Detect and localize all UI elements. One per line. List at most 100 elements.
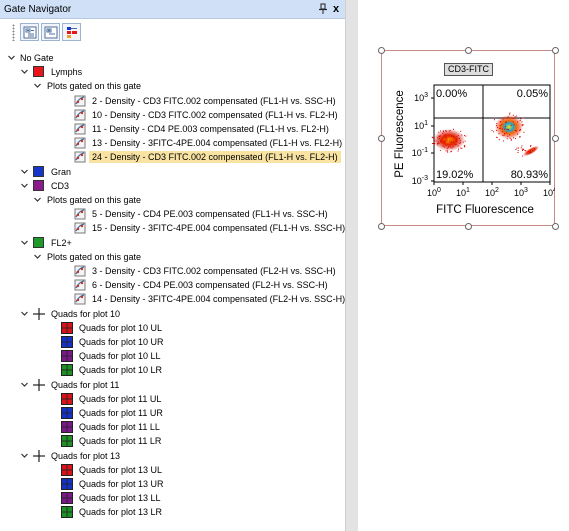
tree-item-no-gate[interactable]: No Gate	[0, 51, 345, 65]
chevron-down-icon[interactable]	[20, 167, 29, 176]
resize-handle-bottom-left[interactable]	[378, 223, 385, 230]
event-dot	[459, 140, 461, 142]
event-dot	[448, 145, 450, 147]
panel-splitter[interactable]	[345, 0, 358, 531]
event-dot	[437, 138, 439, 140]
event-dot	[451, 147, 453, 149]
tree-item-label: FL2+	[51, 237, 72, 248]
event-dot	[431, 143, 433, 144]
event-dot	[498, 139, 500, 141]
event-dot	[496, 137, 498, 138]
event-dot	[507, 135, 509, 137]
chevron-down-icon[interactable]	[7, 53, 16, 62]
density-plot-icon	[74, 208, 86, 220]
tree-item-plots-gated[interactable]: Plots gated on this gate	[0, 79, 345, 93]
tree-item-plot[interactable]: 11 - Density - CD4 PE.003 compensated (F…	[0, 122, 345, 136]
tree-item-label: Quads for plot 10 UR	[79, 337, 164, 347]
event-dot	[504, 133, 506, 134]
tree-item-plot[interactable]: 3 - Density - CD3 FITC.002 compensated (…	[0, 264, 345, 278]
quadrant-color-icon	[61, 350, 73, 363]
expand-tree-button[interactable]	[41, 23, 60, 41]
gate-color-gran	[33, 165, 44, 177]
tree-item-plot[interactable]: 15 - Density - 3FITC-4PE.004 compensated…	[0, 221, 345, 235]
event-dot	[445, 137, 447, 139]
tree-item-plot[interactable]: 13 - Density - 3FITC-4PE.004 compensated…	[0, 136, 345, 150]
resize-handle-bottom-right[interactable]	[552, 223, 559, 230]
gate-colors-icon	[67, 27, 77, 38]
tree-item-plots-gated[interactable]: Plots gated on this gate	[0, 193, 345, 207]
x-tick-label: 101	[456, 187, 470, 198]
tree-item-label: 3 - Density - CD3 FITC.002 compensated (…	[92, 266, 336, 276]
tree-item-quads[interactable]: Quads for plot 11	[0, 378, 345, 392]
tree-item-quadrant[interactable]: Quads for plot 13 UR	[0, 477, 345, 491]
expand-tree-icon	[44, 26, 58, 39]
event-dot	[494, 119, 495, 121]
tree-item-plot[interactable]: 2 - Density - CD3 FITC.002 compensated (…	[0, 94, 345, 108]
tree-item-label: 10 - Density - CD3 FITC.002 compensated …	[92, 109, 338, 120]
resize-handle-right[interactable]	[552, 135, 559, 142]
resize-handle-left[interactable]	[378, 135, 385, 142]
tree-item-quadrant[interactable]: Quads for plot 11 UR	[0, 406, 345, 420]
chevron-down-icon[interactable]	[20, 181, 29, 190]
tree-item-quadrant[interactable]: Quads for plot 13 LL	[0, 491, 345, 505]
tree-item-cd3[interactable]: CD3	[0, 179, 345, 193]
chevron-down-icon[interactable]	[20, 67, 29, 76]
chevron-down-icon[interactable]	[33, 81, 42, 90]
tree-item-quadrant[interactable]: Quads for plot 13 UL	[0, 463, 345, 477]
tree-item-quadrant[interactable]: Quads for plot 10 UR	[0, 335, 345, 349]
event-dot	[512, 121, 514, 123]
event-dot	[449, 130, 451, 132]
toolbar	[0, 20, 345, 46]
event-dot	[465, 135, 467, 137]
resize-handle-top-left[interactable]	[378, 47, 385, 54]
tree-item-plot[interactable]: 24 - Density - CD3 FITC.002 compensated …	[0, 150, 345, 164]
event-dot	[503, 140, 505, 142]
tree-item-label: Quads for plot 11	[51, 379, 120, 390]
tree-item-quadrant[interactable]: Quads for plot 10 LR	[0, 363, 345, 377]
pin-icon[interactable]	[318, 3, 328, 15]
quadrant-color-icon	[61, 364, 73, 377]
tree-item-plot[interactable]: 5 - Density - CD4 PE.003 compensated (FL…	[0, 207, 345, 221]
chevron-down-icon[interactable]	[33, 252, 42, 261]
tree-item-quadrant[interactable]: Quads for plot 11 LR	[0, 434, 345, 448]
tree-item-quadrant[interactable]: Quads for plot 10 LL	[0, 349, 345, 363]
tree-item-fl2[interactable]: FL2+	[0, 236, 345, 250]
tree-item-plot[interactable]: 6 - Density - CD4 PE.003 compensated (FL…	[0, 278, 345, 292]
resize-handle-top-right[interactable]	[552, 47, 559, 54]
toolbar-grip[interactable]	[12, 24, 15, 41]
tree-item-quadrant[interactable]: Quads for plot 13 LR	[0, 505, 345, 519]
tree-item-plot[interactable]: 14 - Density - 3FITC-4PE.004 compensated…	[0, 292, 345, 306]
event-dot	[500, 121, 502, 123]
event-dot	[512, 114, 514, 116]
event-dot	[532, 150, 533, 151]
resize-handle-bottom[interactable]	[465, 223, 472, 230]
event-dot	[464, 135, 465, 137]
event-dot	[517, 133, 518, 135]
quadrant-gate-icon	[33, 449, 45, 462]
event-dot	[528, 151, 530, 153]
tree-item-quadrant[interactable]: Quads for plot 10 UL	[0, 321, 345, 335]
density-plot-icon	[74, 137, 86, 149]
chevron-down-icon[interactable]	[33, 195, 42, 204]
tree-item-quads[interactable]: Quads for plot 13	[0, 449, 345, 463]
tree-item-lymphs[interactable]: Lymphs	[0, 65, 345, 79]
event-dot	[510, 138, 512, 140]
collapse-tree-button[interactable]	[20, 23, 39, 41]
resize-handle-top[interactable]	[465, 47, 472, 54]
close-icon[interactable]: x	[332, 3, 340, 15]
tree-item-quadrant[interactable]: Quads for plot 11 UL	[0, 392, 345, 406]
event-dot	[451, 140, 453, 142]
tree-item-plots-gated[interactable]: Plots gated on this gate	[0, 250, 345, 264]
chevron-down-icon[interactable]	[20, 238, 29, 247]
tree-item-quadrant[interactable]: Quads for plot 11 LL	[0, 420, 345, 434]
gate-colors-button[interactable]	[62, 23, 81, 41]
tree-item-quads[interactable]: Quads for plot 10	[0, 307, 345, 321]
chevron-down-icon[interactable]	[20, 451, 29, 460]
chevron-down-icon[interactable]	[20, 380, 29, 389]
chevron-down-icon[interactable]	[20, 309, 29, 318]
tree-item-plot[interactable]: 10 - Density - CD3 FITC.002 compensated …	[0, 108, 345, 122]
tree-item-label: 2 - Density - CD3 FITC.002 compensated (…	[92, 95, 336, 106]
event-dot	[501, 124, 503, 126]
tree-item-gran[interactable]: Gran	[0, 165, 345, 179]
density-plot[interactable]: 0.00% 0.05% 19.02% 80.93% 103 101 10-1 10-3…	[385, 80, 555, 220]
